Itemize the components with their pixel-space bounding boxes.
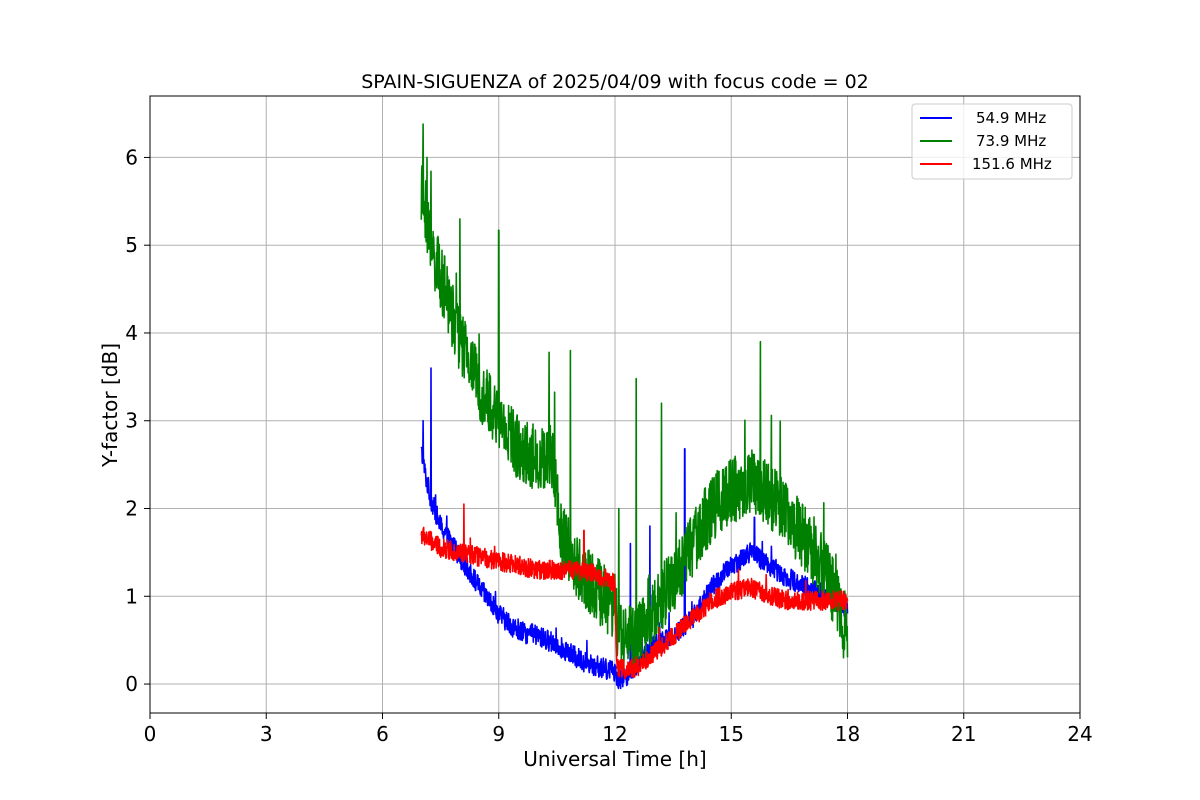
x-tick-label: 9: [492, 722, 505, 746]
y-tick-label: 5: [125, 233, 138, 257]
x-tick-label: 6: [376, 722, 389, 746]
x-axis-label: Universal Time [h]: [523, 747, 706, 771]
legend-box: [911, 103, 1073, 180]
chart-title: SPAIN-SIGUENZA of 2025/04/09 with focus …: [361, 71, 869, 93]
y-tick-label: 6: [125, 145, 138, 169]
y-tick-label: 0: [125, 672, 138, 696]
series-layer: [420, 123, 849, 690]
y-tick-label: 1: [125, 584, 138, 608]
series-line-151-6-mhz: [420, 503, 849, 680]
x-tick-label: 12: [602, 722, 627, 746]
x-tick-label: 3: [260, 722, 273, 746]
x-tick-label: 15: [719, 722, 744, 746]
x-tick-label: 24: [1067, 722, 1092, 746]
legend-label-54-9: 54.9 MHz: [976, 109, 1046, 127]
y-tick-label: 2: [125, 497, 138, 521]
x-tick-label: 18: [835, 722, 860, 746]
x-tick-label: 21: [951, 722, 976, 746]
x-tick-label: 0: [144, 722, 157, 746]
y-tick-label: 4: [125, 321, 138, 345]
legend: 54.9 MHz 73.9 MHz 151.6 MHz: [911, 103, 1073, 180]
y-axis-label: Y-factor [dB]: [98, 343, 122, 468]
legend-label-151-6: 151.6 MHz: [972, 155, 1052, 173]
legend-label-73-9: 73.9 MHz: [976, 132, 1046, 150]
y-tick-label: 3: [125, 409, 138, 433]
